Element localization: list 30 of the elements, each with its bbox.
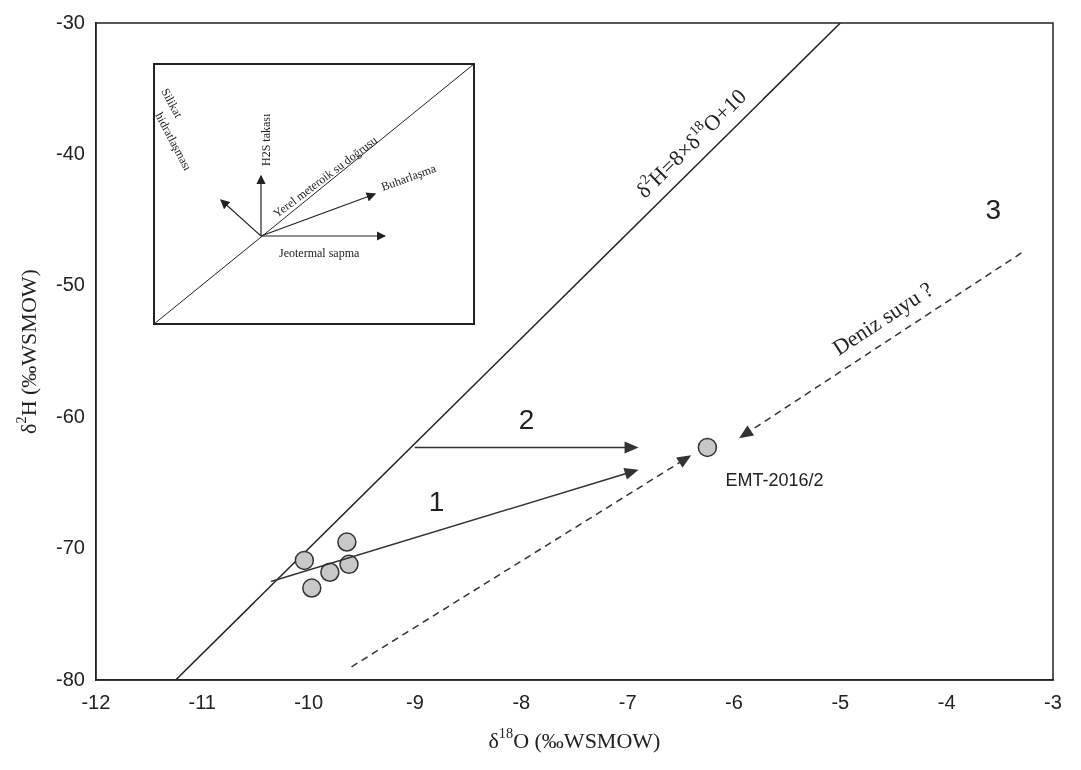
x-tick-label: -12 xyxy=(81,690,111,713)
point xyxy=(337,532,357,552)
y-axis-title: δ2H (‰WSMOW) xyxy=(13,269,41,434)
annotation: EMT-2016/2 xyxy=(725,470,824,491)
x-tick-label: -4 xyxy=(937,690,956,713)
y-tick-label: -30 xyxy=(56,10,85,33)
y-tick-label: -60 xyxy=(56,404,85,427)
point xyxy=(697,437,718,458)
point xyxy=(339,554,359,575)
annotation: Deniz suyu ? xyxy=(827,276,938,361)
x-tick-label: -9 xyxy=(406,690,424,713)
y-tick-label: -50 xyxy=(56,273,85,296)
x-tick-label: -3 xyxy=(1044,690,1062,713)
x-tick-label: -8 xyxy=(512,690,531,713)
x-tick-label: -11 xyxy=(188,690,216,713)
annotation: Jeotermal sapma xyxy=(279,246,360,260)
annotation: 1 xyxy=(428,485,445,517)
y-tick-label: -40 xyxy=(56,141,85,164)
annotation: H2S takası xyxy=(259,113,273,166)
x-tick-label: -10 xyxy=(294,690,324,713)
x-tick-label: -7 xyxy=(618,690,637,713)
x-tick-label: -5 xyxy=(831,690,850,713)
annotation: 2 xyxy=(518,403,535,435)
point xyxy=(302,578,322,598)
y-tick-label: -70 xyxy=(56,536,85,559)
y-tick-label: -80 xyxy=(56,667,85,690)
annotation: 3 xyxy=(985,193,1001,225)
x-tick-label: -6 xyxy=(725,690,743,713)
point xyxy=(320,562,340,582)
point xyxy=(294,550,315,571)
